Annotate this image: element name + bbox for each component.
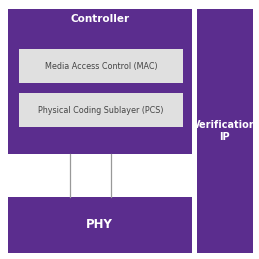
Bar: [19, 49, 183, 83]
Text: Physical Coding Sublayer (PCS): Physical Coding Sublayer (PCS): [38, 106, 164, 114]
Bar: [19, 93, 183, 127]
Bar: [197, 9, 253, 253]
Text: Verification
IP: Verification IP: [193, 120, 257, 142]
Text: Media Access Control (MAC): Media Access Control (MAC): [45, 62, 157, 70]
Bar: [8, 197, 192, 253]
Text: Controller: Controller: [70, 14, 129, 24]
Bar: [8, 9, 192, 154]
Text: PHY: PHY: [86, 218, 113, 231]
